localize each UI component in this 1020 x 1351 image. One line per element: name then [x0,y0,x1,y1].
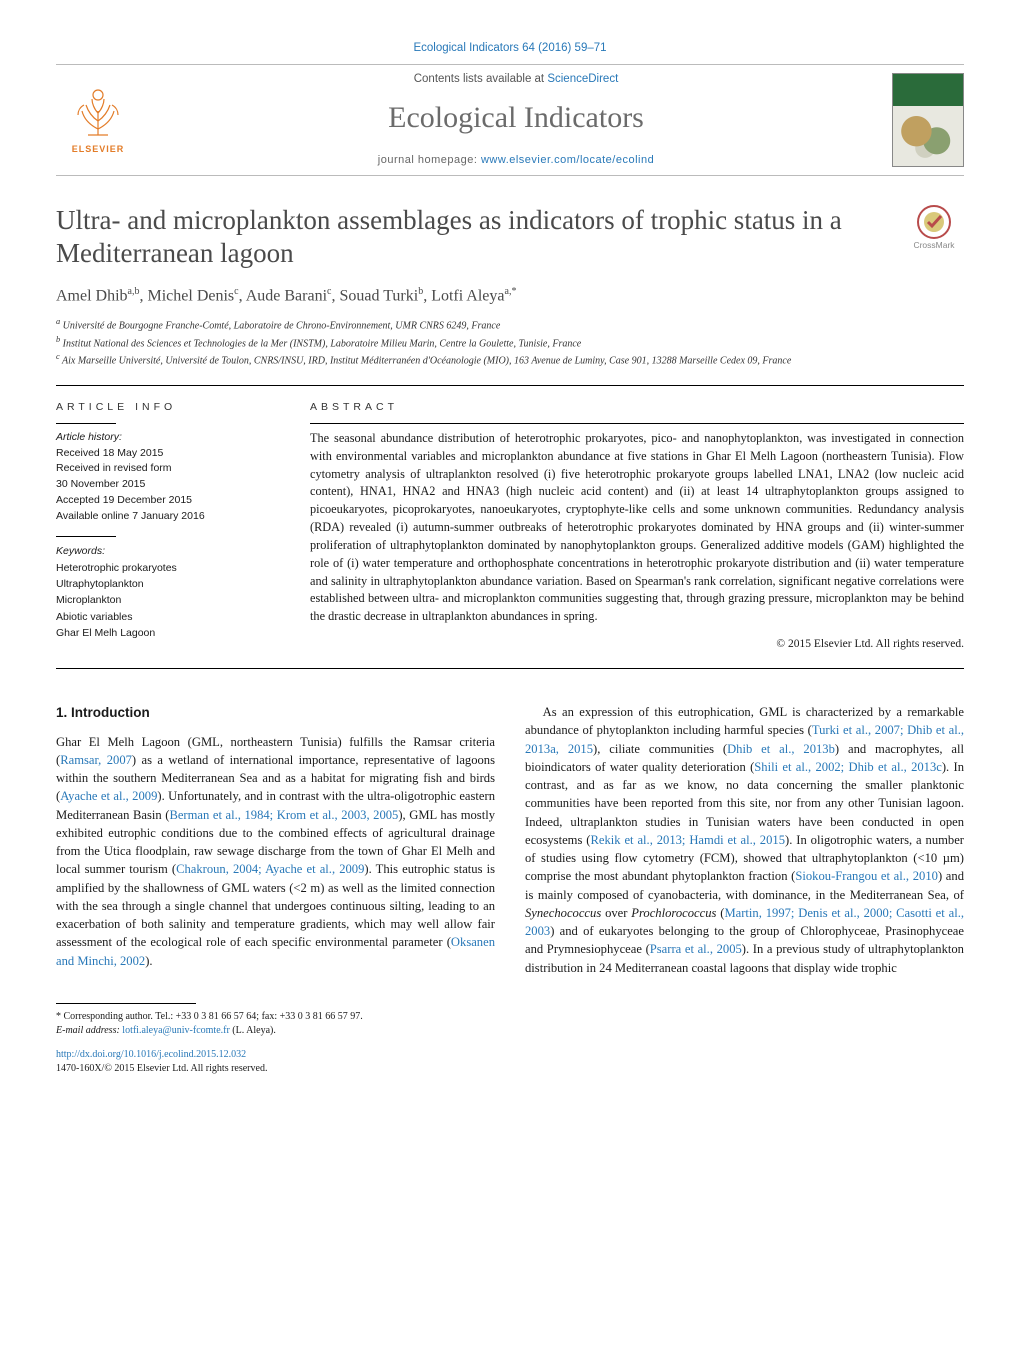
journal-homepage-line: journal homepage: www.elsevier.com/locat… [140,153,892,168]
citation-link[interactable]: Psarra et al., 2005 [650,942,742,956]
doi-link[interactable]: http://dx.doi.org/10.1016/j.ecolind.2015… [56,1049,246,1060]
article-history: Article history: Received 18 May 2015 Re… [56,430,274,525]
citation-link[interactable]: Dhib et al., 2013b [727,742,835,756]
abstract-heading: ABSTRACT [310,400,964,415]
citation-link[interactable]: Berman et al., 1984; Krom et al., 2003, … [169,808,398,822]
article-title: Ultra- and microplankton assemblages as … [56,204,890,272]
article-info-heading: ARTICLE INFO [56,400,274,415]
corr-email-link[interactable]: lotfi.aleya@univ-fcomte.fr [122,1025,230,1036]
masthead: ELSEVIER Contents lists available at Sci… [56,64,964,175]
abstract-subrule [310,423,964,424]
abstract-copyright: © 2015 Elsevier Ltd. All rights reserved… [310,636,964,652]
elsevier-tree-icon [70,85,126,141]
section-heading-intro: 1. Introduction [56,703,495,723]
affiliation-a: a Université de Bourgogne Franche-Comté,… [56,316,964,334]
kw-subrule [56,536,116,537]
affiliation-b: b Institut National des Sciences et Tech… [56,334,964,352]
abstract-text: The seasonal abundance distribution of h… [310,430,964,626]
abstract-column: ABSTRACT The seasonal abundance distribu… [310,400,964,652]
citation-link[interactable]: Ramsar, 2007 [60,753,132,767]
journal-cover-thumbnail [892,73,964,167]
species-name: Prochlorococcus [631,906,716,920]
contents-line: Contents lists available at ScienceDirec… [140,71,892,87]
affiliation-c: c Aix Marseille Université, Université d… [56,351,964,369]
journal-homepage-link[interactable]: www.elsevier.com/locate/ecolind [481,154,654,166]
affiliations: a Université de Bourgogne Franche-Comté,… [56,316,964,369]
contents-prefix: Contents lists available at [414,73,548,85]
keyword: Microplankton [56,592,274,608]
corr-author-line: * Corresponding author. Tel.: +33 0 3 81… [56,1010,964,1024]
doi-block: http://dx.doi.org/10.1016/j.ecolind.2015… [56,1048,964,1077]
homepage-prefix: journal homepage: [378,154,481,166]
crossmark-icon [916,204,952,240]
journal-name: Ecological Indicators [140,97,892,139]
corr-email-line: E-mail address: lotfi.aleya@univ-fcomte.… [56,1024,964,1038]
elsevier-wordmark: ELSEVIER [72,143,125,156]
body-paragraph: As an expression of this eutrophication,… [525,703,964,977]
keyword: Heterotrophic prokaryotes [56,560,274,576]
crossmark-label: CrossMark [913,240,954,252]
history-line: Received 18 May 2015 [56,446,274,462]
citation-link[interactable]: Ayache et al., 2009 [60,789,157,803]
article-info-column: ARTICLE INFO Article history: Received 1… [56,400,274,652]
history-line: Received in revised form [56,461,274,477]
elsevier-logo: ELSEVIER [56,74,140,166]
history-line: 30 November 2015 [56,477,274,493]
corresponding-author-footnote: * Corresponding author. Tel.: +33 0 3 81… [56,1010,964,1038]
body-two-column: 1. Introduction Ghar El Melh Lagoon (GML… [56,703,964,977]
masthead-center: Contents lists available at ScienceDirec… [140,71,892,168]
issn-copyright: 1470-160X/© 2015 Elsevier Ltd. All right… [56,1062,964,1077]
history-line: Accepted 19 December 2015 [56,493,274,509]
body-paragraph: Ghar El Melh Lagoon (GML, northeastern T… [56,733,495,970]
info-subrule [56,423,116,424]
citation-link[interactable]: Rekik et al., 2013; Hamdi et al., 2015 [590,833,785,847]
section-rule-top [56,385,964,386]
keywords-block: Keywords: Heterotrophic prokaryotes Ultr… [56,543,274,641]
keyword: Ghar El Melh Lagoon [56,625,274,641]
footnote-rule [56,1003,196,1004]
history-line: Available online 7 January 2016 [56,509,274,525]
citation-link[interactable]: Chakroun, 2004; Ayache et al., 2009 [176,862,364,876]
header-citation: Ecological Indicators 64 (2016) 59–71 [56,40,964,56]
author-list: Amel Dhiba,b, Michel Denisc, Aude Barani… [56,285,964,308]
citation-link[interactable]: Shili et al., 2002; Dhib et al., 2013c [754,760,942,774]
section-rule-bottom [56,668,964,669]
sciencedirect-link[interactable]: ScienceDirect [547,73,618,85]
keywords-label: Keywords: [56,543,274,559]
keyword: Ultraphytoplankton [56,576,274,592]
species-name: Synechococcus [525,906,601,920]
crossmark-badge[interactable]: CrossMark [904,204,964,252]
keyword: Abiotic variables [56,609,274,625]
history-label: Article history: [56,430,274,446]
citation-link[interactable]: Siokou-Frangou et al., 2010 [795,869,938,883]
